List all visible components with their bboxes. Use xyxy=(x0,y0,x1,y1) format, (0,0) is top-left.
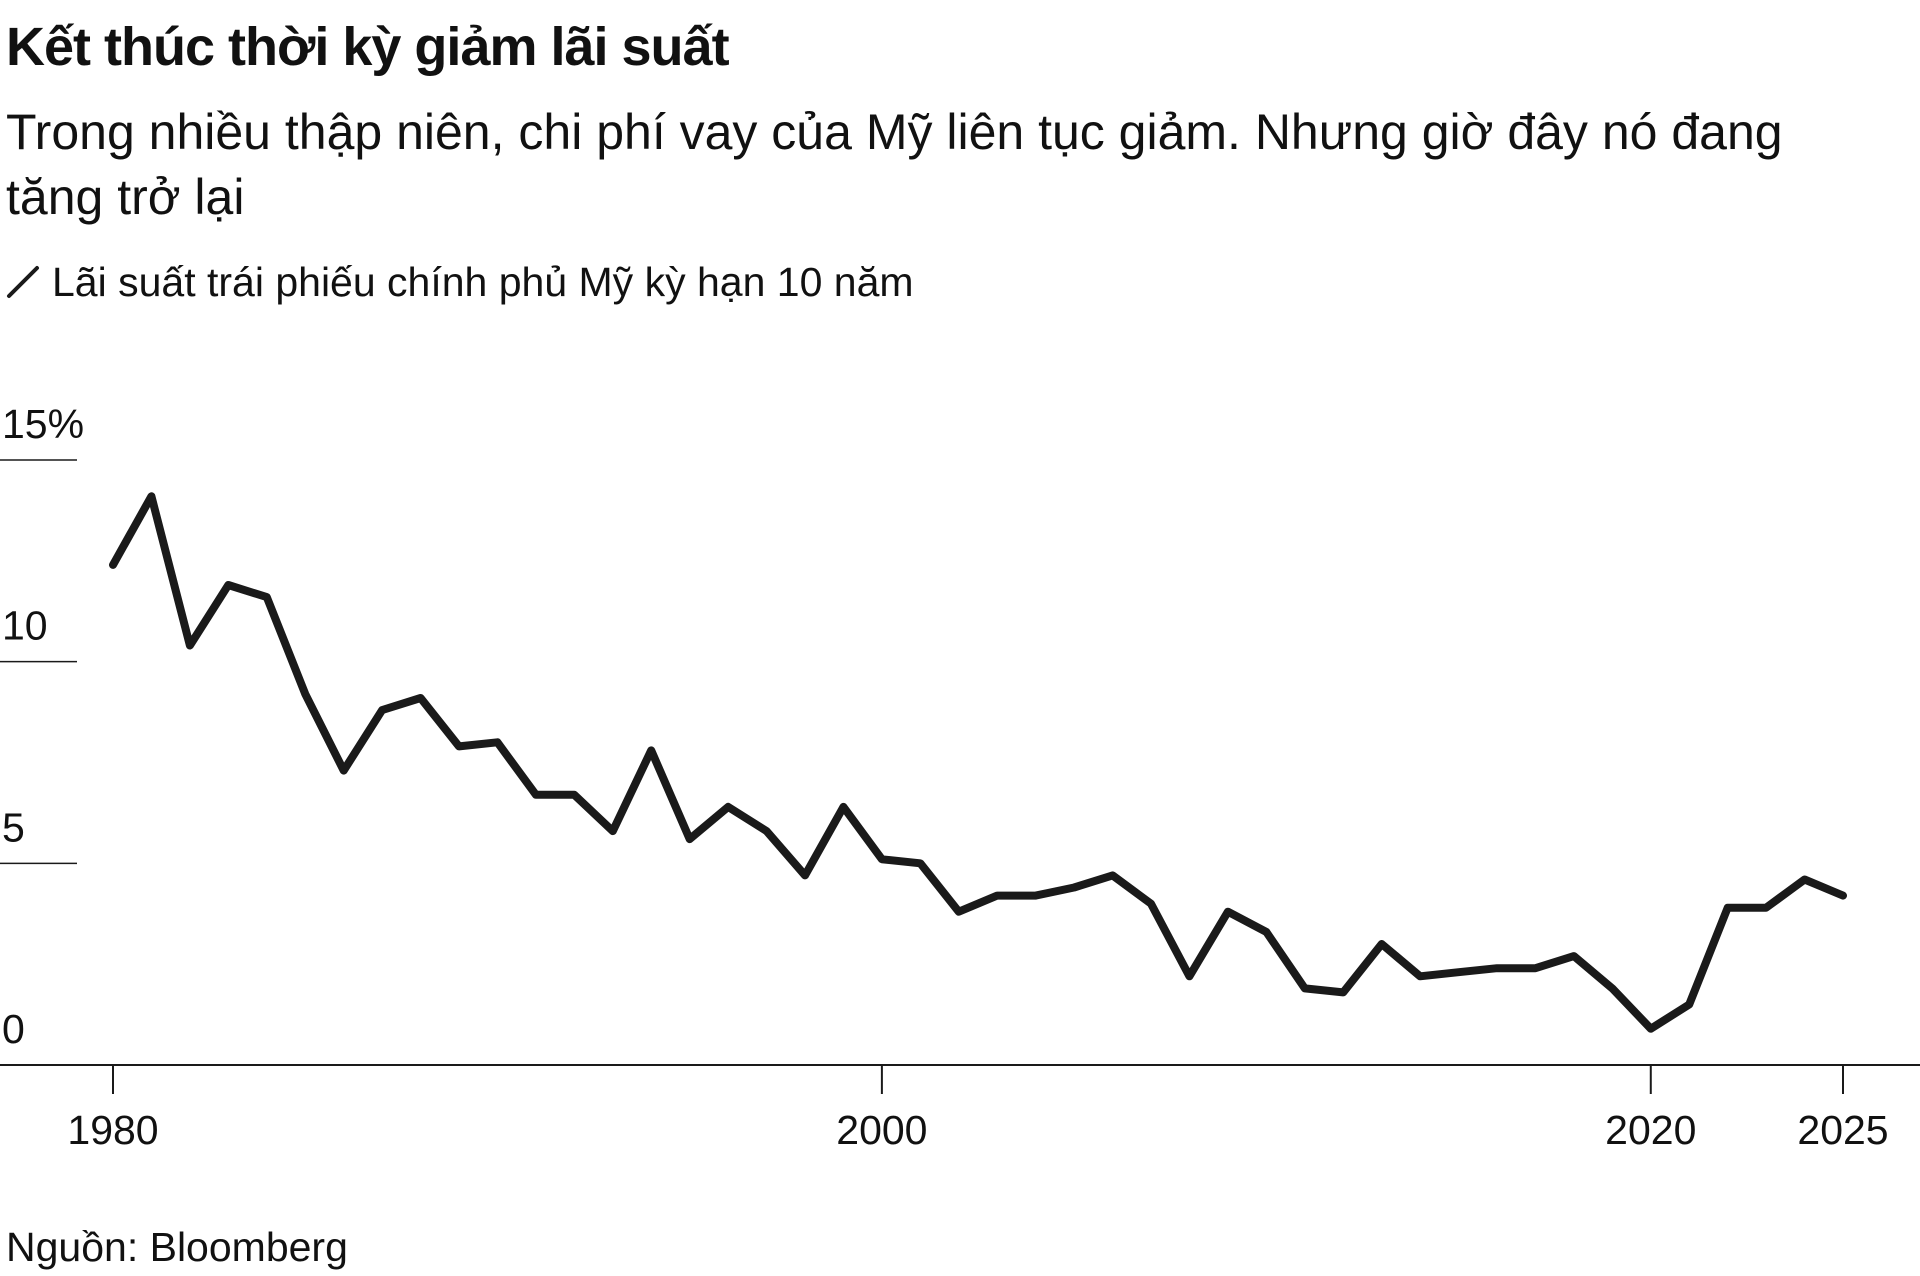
x-tick-label-3: 2025 xyxy=(1797,1107,1888,1153)
y-tick-label-3: 15% xyxy=(2,401,84,447)
chart-title: Kết thúc thời kỳ giảm lãi suất xyxy=(6,17,730,77)
y-tick-label-0: 0 xyxy=(2,1006,25,1052)
legend-label: Lãi suất trái phiếu chính phủ Mỹ kỳ hạn … xyxy=(52,258,914,305)
x-tick-label-1: 2000 xyxy=(836,1107,927,1153)
y-tick-label-2: 10 xyxy=(2,603,48,649)
line-series-icon xyxy=(7,266,39,298)
chart-subtitle: Trong nhiều thập niên, chi phí vay của M… xyxy=(6,104,1783,225)
source-note: Nguồn: Bloomberg xyxy=(6,1224,348,1270)
series-line-0 xyxy=(109,492,1847,1033)
x-tick-label-2: 2020 xyxy=(1605,1107,1696,1153)
y-tick-label-1: 5 xyxy=(2,804,25,850)
legend: Lãi suất trái phiếu chính phủ Mỹ kỳ hạn … xyxy=(6,256,914,308)
x-tick-label-0: 1980 xyxy=(67,1107,158,1153)
